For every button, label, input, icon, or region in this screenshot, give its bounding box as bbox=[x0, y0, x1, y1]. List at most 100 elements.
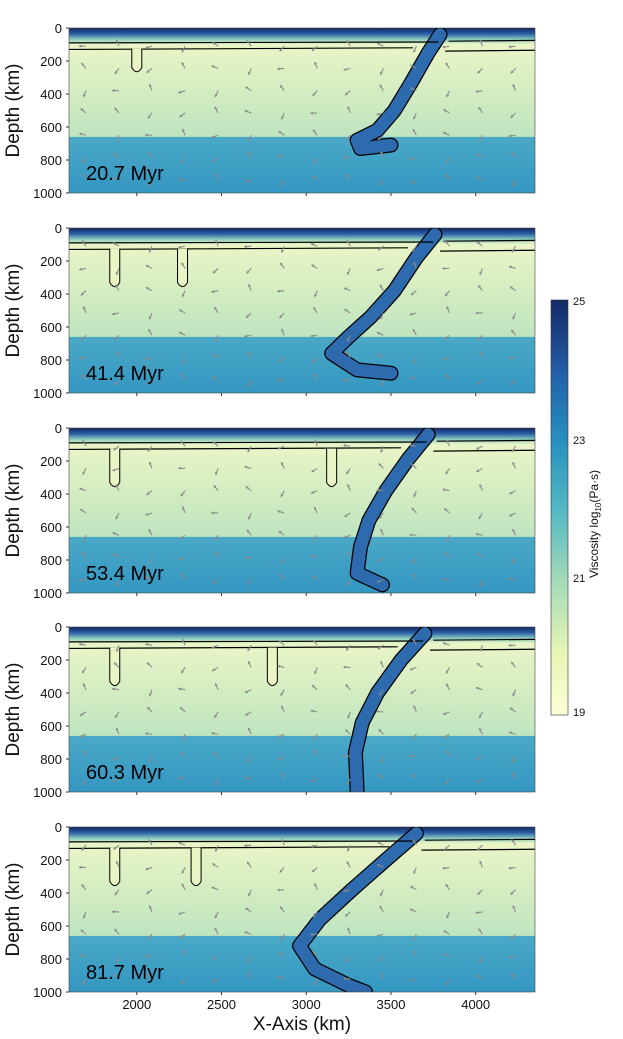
velocity-arrow bbox=[412, 112, 417, 120]
velocity-arrow bbox=[214, 927, 219, 935]
velocity-arrow bbox=[378, 512, 384, 520]
velocity-arrow bbox=[280, 490, 285, 498]
velocity-arrow bbox=[79, 508, 87, 514]
velocity-arrow bbox=[377, 353, 384, 358]
velocity-arrow bbox=[115, 268, 120, 276]
velocity-arrow bbox=[279, 867, 285, 874]
velocity-arrow bbox=[245, 907, 252, 913]
velocity-arrow bbox=[310, 242, 318, 247]
velocity-arrow bbox=[211, 376, 219, 381]
velocity-arrow bbox=[511, 245, 516, 253]
velocity-arrow bbox=[412, 934, 417, 941]
velocity-arrow bbox=[413, 490, 417, 498]
velocity-arrow bbox=[311, 357, 318, 363]
velocity-arrow bbox=[182, 734, 186, 741]
velocity-arrow bbox=[512, 83, 517, 91]
velocity-arrow bbox=[479, 860, 483, 868]
velocity-arrow bbox=[81, 551, 87, 558]
velocity-arrow bbox=[510, 329, 516, 336]
velocity-arrow bbox=[479, 579, 483, 587]
velocity-arrow bbox=[476, 778, 483, 784]
velocity-arrow bbox=[312, 306, 318, 314]
velocity-arrow bbox=[178, 309, 186, 314]
velocity-arrow bbox=[148, 312, 153, 320]
velocity-arrow bbox=[82, 306, 87, 314]
velocity-arrow bbox=[442, 356, 450, 361]
velocity-arrow bbox=[114, 928, 120, 935]
velocity-arrow bbox=[115, 956, 120, 964]
velocity-arrow bbox=[347, 484, 351, 491]
velocity-arrow bbox=[277, 888, 285, 892]
y-tick-label: 0 bbox=[55, 421, 62, 436]
velocity-arrow bbox=[146, 662, 153, 668]
velocity-arrow bbox=[277, 289, 285, 293]
velocity-arrow bbox=[379, 284, 384, 291]
velocity-arrow bbox=[380, 445, 384, 453]
velocity-arrow bbox=[410, 64, 417, 69]
velocity-arrow bbox=[247, 151, 252, 158]
velocity-arrow bbox=[277, 67, 285, 71]
velocity-arrow bbox=[380, 150, 384, 158]
velocity-arrow bbox=[213, 711, 219, 719]
velocity-arrow bbox=[413, 45, 417, 53]
velocity-arrow bbox=[248, 512, 252, 520]
velocity-arrow bbox=[145, 133, 153, 137]
velocity-arrow bbox=[112, 467, 120, 472]
velocity-arrow bbox=[446, 306, 450, 314]
velocity-arrow bbox=[145, 643, 153, 647]
y-tick-label: 600 bbox=[40, 919, 62, 934]
y-tick-label: 800 bbox=[40, 553, 62, 568]
velocity-arrow bbox=[508, 643, 516, 647]
velocity-arrow bbox=[211, 644, 219, 649]
velocity-arrow bbox=[180, 262, 186, 269]
velocity-arrow bbox=[313, 439, 318, 447]
velocity-arrow bbox=[115, 644, 120, 652]
velocity-arrow bbox=[247, 956, 252, 963]
velocity-arrow bbox=[508, 134, 516, 138]
velocity-arrow bbox=[377, 644, 384, 650]
velocity-arrow bbox=[510, 889, 516, 896]
y-tick-label: 1000 bbox=[33, 586, 62, 601]
velocity-arrow bbox=[442, 642, 450, 646]
velocity-arrow bbox=[311, 867, 318, 873]
y-tick-label: 600 bbox=[40, 120, 62, 135]
velocity-arrow bbox=[345, 351, 351, 358]
velocity-arrow bbox=[413, 573, 417, 581]
velocity-arrow bbox=[475, 756, 483, 760]
velocity-arrow bbox=[313, 733, 318, 741]
velocity-arrow bbox=[345, 134, 351, 141]
velocity-arrow bbox=[411, 245, 417, 252]
panel-1: 0 200 400 600 800 1000 Depth (km) 20.7 Myr bbox=[3, 21, 536, 201]
velocity-arrow bbox=[82, 468, 87, 475]
y-tick-label: 400 bbox=[40, 886, 62, 901]
velocity-arrow bbox=[345, 684, 351, 691]
x-tick-label: 4000 bbox=[461, 997, 490, 1012]
velocity-arrow bbox=[475, 911, 483, 915]
velocity-arrow bbox=[244, 109, 252, 114]
velocity-arrow bbox=[445, 173, 450, 181]
velocity-arrow bbox=[409, 533, 417, 537]
velocity-arrow bbox=[313, 749, 318, 757]
velocity-arrow bbox=[409, 754, 417, 758]
velocity-arrow bbox=[244, 245, 252, 249]
y-tick-label: 400 bbox=[40, 87, 62, 102]
velocity-arrow bbox=[82, 535, 87, 542]
velocity-arrow bbox=[280, 689, 285, 697]
slab bbox=[350, 28, 447, 155]
velocity-arrow bbox=[410, 179, 417, 185]
velocity-arrow bbox=[376, 933, 384, 937]
velocity-arrow bbox=[178, 466, 186, 470]
velocity-arrow bbox=[345, 956, 351, 963]
velocity-arrow bbox=[81, 373, 87, 381]
velocity-arrow bbox=[475, 445, 483, 450]
velocity-arrow bbox=[512, 905, 517, 913]
velocity-arrow bbox=[478, 727, 483, 735]
velocity-arrow bbox=[179, 751, 186, 757]
velocity-arrow bbox=[409, 156, 417, 161]
velocity-arrow bbox=[148, 838, 153, 846]
velocity-arrow bbox=[314, 882, 318, 890]
velocity-arrow bbox=[443, 334, 450, 341]
velocity-arrow bbox=[311, 684, 318, 691]
velocity-arrow bbox=[146, 706, 153, 713]
velocity-arrow bbox=[113, 334, 120, 341]
